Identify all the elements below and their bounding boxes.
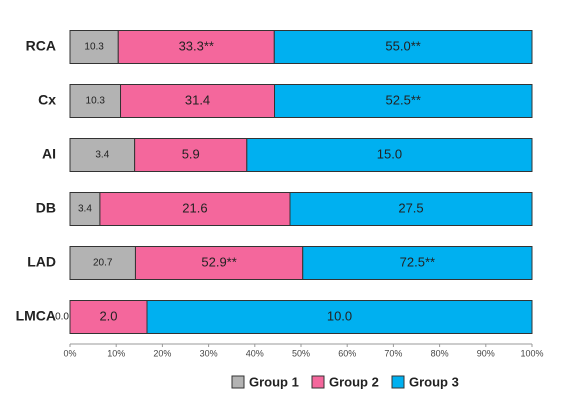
value-label: 10.3: [84, 42, 104, 53]
bar-segment: [134, 246, 304, 280]
bar-segment: [289, 192, 533, 226]
bar-segment: [69, 138, 136, 172]
bar-segment: [146, 300, 533, 334]
bar-segment: [246, 138, 533, 172]
value-label: 15.0: [377, 146, 402, 161]
x-tick-label: 100%: [520, 348, 543, 358]
category-label: AI: [42, 146, 56, 162]
x-tick-label: 0%: [63, 348, 76, 358]
value-label: 33.3**: [179, 38, 214, 53]
value-label: 72.5**: [400, 254, 435, 269]
value-label: 21.6: [182, 200, 207, 215]
x-tick-label: 40%: [246, 348, 264, 358]
category-label: LMCA: [16, 308, 56, 324]
bar-segment: [274, 84, 533, 118]
value-label: 10.3: [86, 96, 106, 107]
bar-segment: [69, 246, 136, 280]
legend-label: Group 2: [329, 374, 379, 389]
bar-segment: [302, 246, 533, 280]
value-label: 3.4: [78, 204, 92, 215]
x-tick-label: 80%: [431, 348, 449, 358]
value-label: 52.5**: [386, 92, 421, 107]
x-tick-label: 70%: [384, 348, 402, 358]
x-tick-label: 20%: [153, 348, 171, 358]
x-tick-label: 50%: [292, 348, 310, 358]
category-label: Cx: [38, 92, 56, 108]
legend-label: Group 3: [409, 374, 459, 389]
value-label: 27.5: [398, 200, 423, 215]
category-label: RCA: [26, 38, 56, 54]
x-tick-label: 30%: [200, 348, 218, 358]
x-tick-label: 90%: [477, 348, 495, 358]
legend-swatch: [391, 375, 405, 389]
bar-segment: [99, 192, 291, 226]
value-label: 2.0: [99, 308, 117, 323]
bar-segment: [69, 30, 119, 64]
bar-segment: [69, 84, 122, 118]
bar-segment: [69, 300, 148, 334]
legend-swatch: [231, 375, 245, 389]
value-label: 10.0: [327, 308, 352, 323]
value-label: 3.4: [95, 150, 109, 161]
x-tick-label: 60%: [338, 348, 356, 358]
category-label: LAD: [27, 254, 56, 270]
legend-label: Group 1: [249, 374, 299, 389]
x-tick-label: 10%: [107, 348, 125, 358]
category-label: DB: [36, 200, 56, 216]
value-label: 20.7: [93, 258, 113, 269]
legend-swatch: [311, 375, 325, 389]
bar-segment: [120, 84, 276, 118]
bar-segment: [117, 30, 275, 64]
bar-segment: [273, 30, 533, 64]
bar-segment: [69, 192, 101, 226]
value-label: 52.9**: [201, 254, 236, 269]
value-label: 0.0: [55, 312, 69, 323]
value-label: 31.4: [185, 92, 210, 107]
value-label: 55.0**: [385, 38, 420, 53]
value-label: 5.9: [182, 146, 200, 161]
